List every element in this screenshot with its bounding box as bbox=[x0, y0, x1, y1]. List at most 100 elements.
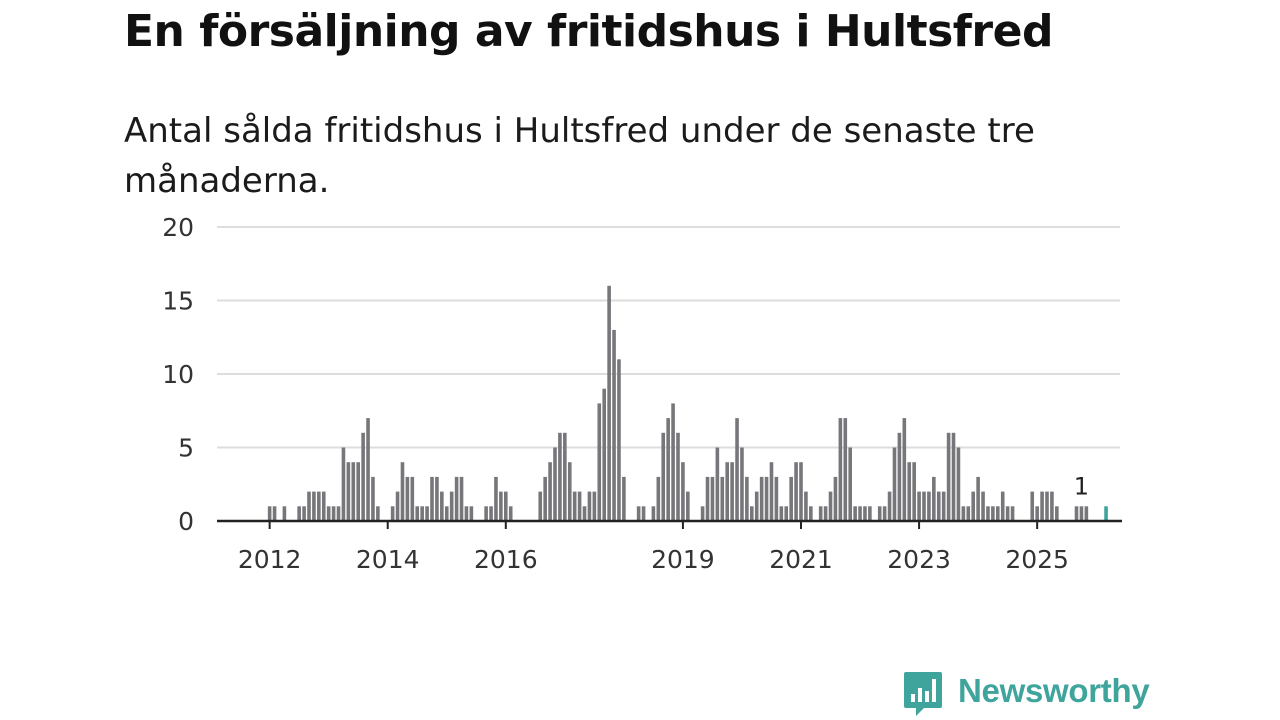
bar bbox=[341, 447, 346, 521]
bar bbox=[799, 462, 803, 521]
bar bbox=[420, 506, 424, 521]
bar bbox=[366, 418, 370, 521]
bar bbox=[622, 476, 626, 521]
bar bbox=[745, 476, 749, 521]
bar bbox=[730, 462, 734, 521]
bar bbox=[272, 506, 277, 521]
x-tick-label: 2019 bbox=[651, 545, 715, 574]
newsworthy-logo[interactable]: Newsworthy bbox=[902, 670, 1202, 716]
bar bbox=[671, 403, 675, 521]
bar bbox=[494, 476, 498, 521]
bar bbox=[651, 506, 656, 521]
bar bbox=[464, 506, 469, 521]
bar bbox=[499, 491, 503, 521]
bar bbox=[307, 491, 311, 521]
bar bbox=[996, 506, 1000, 521]
x-tick-label: 2021 bbox=[769, 545, 833, 574]
bar-highlight bbox=[1104, 506, 1108, 521]
x-tick-label: 2016 bbox=[474, 545, 538, 574]
bar bbox=[936, 491, 941, 521]
bar bbox=[853, 506, 857, 521]
bar bbox=[390, 506, 395, 521]
bar bbox=[759, 476, 764, 521]
bar bbox=[863, 506, 867, 521]
bar bbox=[774, 476, 779, 521]
bar bbox=[440, 491, 444, 521]
bar bbox=[336, 506, 341, 521]
bar bbox=[784, 506, 789, 521]
bar bbox=[764, 476, 769, 521]
bar bbox=[1055, 506, 1059, 521]
bar bbox=[361, 432, 365, 521]
bar bbox=[489, 506, 493, 521]
bar bbox=[430, 476, 434, 521]
chart-title: En försäljning av fritidshus i Hultsfred bbox=[124, 6, 1053, 57]
bar bbox=[297, 506, 301, 521]
y-tick-label: 5 bbox=[178, 434, 194, 463]
newsworthy-logo-text: Newsworthy bbox=[958, 672, 1150, 709]
y-tick-label: 20 bbox=[162, 213, 194, 242]
bar bbox=[312, 491, 316, 521]
bar bbox=[302, 506, 306, 521]
bar bbox=[720, 476, 725, 521]
newsworthy-chart-bubble-icon bbox=[904, 672, 942, 716]
bar bbox=[902, 418, 907, 521]
bar bbox=[607, 285, 611, 521]
bar bbox=[676, 432, 680, 521]
bar bbox=[1079, 506, 1084, 521]
bar bbox=[887, 491, 892, 521]
bar bbox=[351, 462, 356, 521]
bar bbox=[587, 491, 592, 521]
bar bbox=[789, 476, 793, 521]
bar bbox=[425, 506, 429, 521]
chart-subtitle: Antal sålda fritidshus i Hultsfred under… bbox=[124, 111, 1035, 201]
bar bbox=[484, 506, 488, 521]
bar bbox=[754, 491, 759, 521]
bar bbox=[848, 447, 852, 521]
bar bbox=[558, 432, 562, 521]
bar bbox=[612, 329, 616, 521]
bar-chart: 0 5 10 15 20 2012 2014 2016 2019 2021 2023 2025 1 bbox=[162, 213, 1122, 574]
bar bbox=[636, 506, 641, 521]
bar bbox=[1005, 506, 1010, 521]
bar bbox=[715, 447, 720, 521]
bar bbox=[504, 491, 508, 521]
bar bbox=[326, 506, 331, 521]
bar bbox=[892, 447, 897, 521]
data-label: 1 bbox=[1074, 472, 1089, 500]
x-tick-label: 2023 bbox=[887, 545, 951, 574]
bar bbox=[602, 388, 606, 521]
bar bbox=[769, 462, 774, 521]
bar bbox=[794, 462, 798, 521]
bar bbox=[410, 476, 415, 521]
bar bbox=[572, 491, 577, 521]
bar bbox=[833, 476, 838, 521]
bar bbox=[779, 506, 784, 521]
bar bbox=[400, 462, 405, 521]
bar bbox=[981, 491, 985, 521]
bar bbox=[617, 359, 621, 521]
y-tick-label: 10 bbox=[162, 360, 194, 389]
bar bbox=[877, 506, 882, 521]
bar bbox=[681, 462, 685, 521]
bar bbox=[282, 506, 287, 521]
bar bbox=[563, 432, 567, 521]
x-tick-label: 2014 bbox=[356, 545, 420, 574]
bar bbox=[656, 476, 661, 521]
bar bbox=[740, 447, 744, 521]
bar bbox=[415, 506, 420, 521]
bar bbox=[897, 432, 902, 521]
bar bbox=[1035, 506, 1039, 521]
bar bbox=[395, 491, 400, 521]
bar bbox=[941, 491, 946, 521]
bar bbox=[809, 506, 813, 521]
bar bbox=[1010, 506, 1015, 521]
bar bbox=[317, 491, 321, 521]
bar bbox=[828, 491, 833, 521]
bar bbox=[971, 491, 975, 521]
bar bbox=[946, 432, 951, 521]
bar bbox=[922, 491, 926, 521]
bar bbox=[592, 491, 597, 521]
bar bbox=[1000, 491, 1005, 521]
bar bbox=[356, 462, 360, 521]
